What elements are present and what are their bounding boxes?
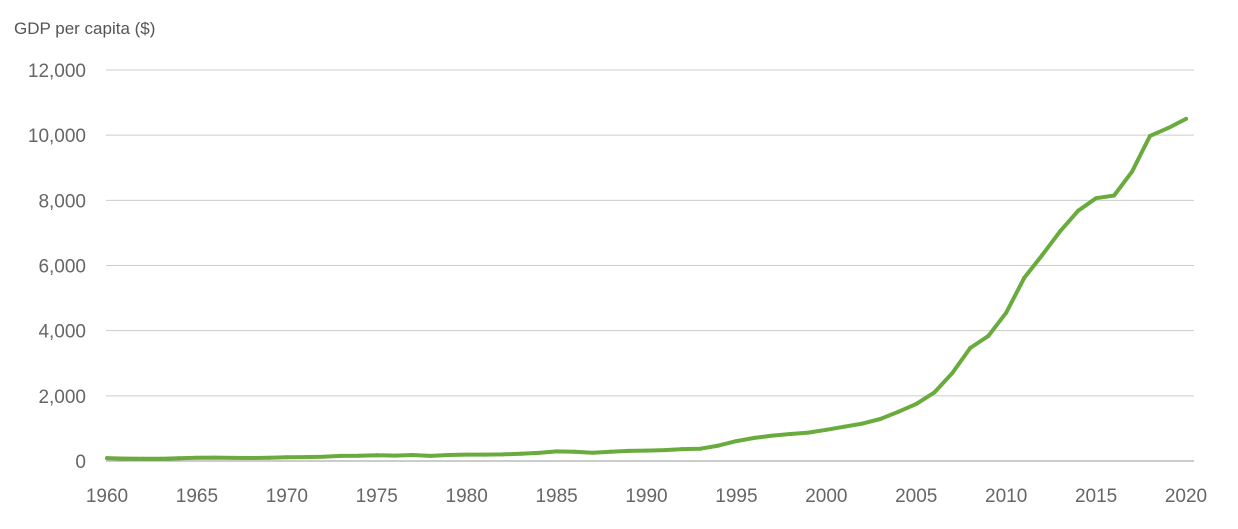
x-tick-label: 1975 — [356, 486, 398, 507]
x-tick-label: 1995 — [715, 486, 757, 507]
data-point — [1148, 133, 1152, 138]
data-point — [1166, 126, 1170, 131]
data-point — [698, 446, 703, 451]
data-point — [806, 430, 811, 435]
data-point — [860, 421, 865, 426]
y-tick-labels: 0 2,000 4,000 6,000 8,000 10,000 12,000 — [28, 61, 86, 473]
data-point — [914, 401, 919, 406]
data-point — [986, 334, 991, 339]
x-tick-label: 1990 — [625, 486, 667, 507]
data-point — [626, 448, 631, 453]
data-point — [410, 453, 415, 457]
y-tick-label: 12,000 — [28, 61, 86, 82]
data-point — [1076, 208, 1081, 213]
y-axis-title: GDP per capita ($) — [14, 19, 155, 38]
x-tick-label: 1970 — [266, 486, 308, 507]
x-tick-label: 2005 — [895, 486, 937, 507]
data-point — [572, 449, 577, 454]
data-point — [266, 455, 271, 460]
data-point — [536, 450, 541, 455]
data-point — [212, 455, 217, 460]
data-point — [842, 424, 847, 429]
data-point — [1040, 253, 1045, 258]
data-point — [590, 450, 595, 455]
data-point — [464, 452, 469, 457]
data-point — [194, 455, 199, 460]
data-point — [338, 453, 343, 458]
data-point — [734, 439, 739, 444]
data-point — [662, 448, 667, 453]
data-point — [158, 456, 163, 461]
data-point — [284, 455, 289, 460]
y-tick-label: 10,000 — [28, 126, 86, 147]
data-point — [932, 390, 937, 395]
data-point — [356, 453, 361, 458]
data-point — [446, 453, 451, 457]
data-point — [608, 449, 613, 454]
data-point — [500, 452, 505, 457]
data-point — [428, 453, 433, 458]
data-point — [482, 452, 487, 457]
x-tick-label: 1960 — [86, 486, 128, 507]
y-tick-label: 4,000 — [38, 322, 86, 343]
data-point — [1130, 169, 1134, 174]
data-point — [968, 346, 973, 350]
data-point — [1022, 275, 1027, 280]
data-point — [824, 427, 829, 432]
data-point — [950, 371, 955, 376]
data-point — [644, 448, 649, 453]
data-point — [141, 456, 145, 461]
x-tick-label: 1980 — [446, 486, 488, 507]
data-point — [878, 417, 883, 421]
data-point — [248, 456, 253, 460]
data-point — [1112, 193, 1117, 198]
x-tick-label: 1985 — [535, 486, 577, 507]
x-tick-label: 2015 — [1075, 486, 1117, 507]
data-point — [518, 451, 523, 456]
y-tick-label: 6,000 — [38, 257, 86, 278]
data-point — [320, 454, 325, 459]
y-tick-label: 8,000 — [38, 191, 86, 212]
data-point — [896, 409, 901, 414]
data-point — [680, 447, 685, 452]
data-point — [302, 455, 307, 460]
x-tick-label: 2010 — [985, 486, 1027, 507]
x-tick-label: 2000 — [805, 486, 847, 507]
data-point — [1184, 116, 1188, 121]
data-point — [105, 456, 109, 461]
x-tick-label: 1965 — [176, 486, 218, 507]
gdp-per-capita-line — [105, 116, 1188, 461]
series-group — [105, 116, 1188, 461]
gridlines — [106, 69, 1194, 462]
x-tick-labels: 1960 1965 1970 1975 1980 1985 1990 1995 2000 2005… — [86, 486, 1207, 507]
data-point — [1058, 229, 1063, 234]
data-point — [374, 453, 379, 458]
data-point — [554, 449, 559, 454]
data-point — [788, 432, 793, 436]
x-tick-label: 2020 — [1165, 486, 1207, 507]
data-point — [230, 455, 235, 460]
y-tick-label: 0 — [75, 452, 86, 473]
data-point — [716, 443, 721, 448]
data-point — [752, 435, 757, 440]
data-point — [1094, 196, 1099, 201]
data-point — [770, 433, 775, 438]
data-point — [392, 453, 397, 458]
data-point — [123, 456, 127, 461]
data-point — [1004, 310, 1009, 315]
data-point — [176, 456, 181, 461]
y-tick-label: 2,000 — [38, 387, 86, 408]
